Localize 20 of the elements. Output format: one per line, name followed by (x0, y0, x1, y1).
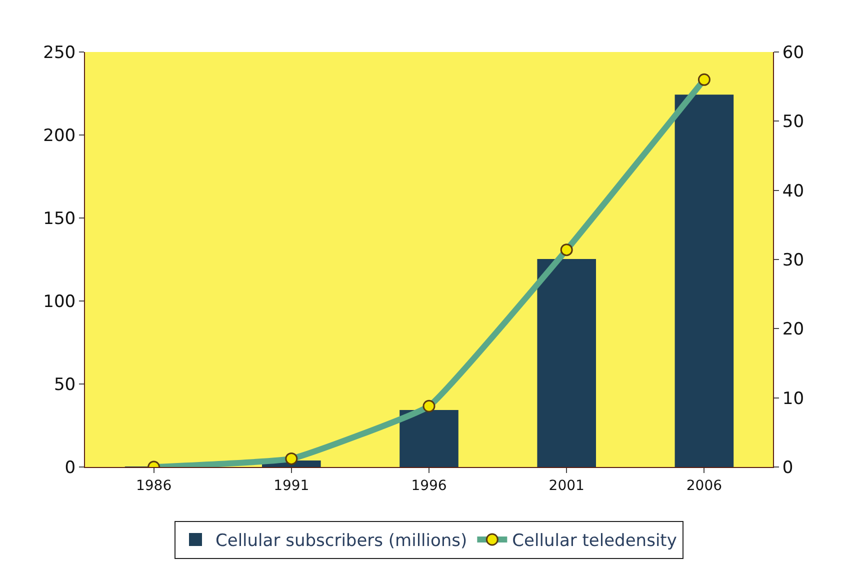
y-tick-label: 200 (43, 126, 76, 146)
y2-tick-label: 30 (782, 250, 804, 270)
y2-tick-label: 40 (782, 181, 804, 202)
y-tick-label: 150 (43, 208, 76, 229)
x-tick-label: 1996 (411, 478, 447, 494)
x-tick-label: 1986 (136, 478, 172, 494)
y2-tick-label: 60 (782, 42, 804, 63)
y-tick-label: 100 (43, 292, 76, 312)
x-tick-label: 2006 (686, 478, 722, 494)
y2-tick-label: 0 (782, 458, 794, 478)
y2-tick-label: 10 (782, 388, 804, 409)
y2-tick-label: 20 (782, 320, 804, 340)
y2-tick-label: 50 (782, 112, 804, 132)
y-tick-label: 50 (54, 374, 76, 395)
legend-label: Cellular teledensity (512, 531, 677, 552)
y-tick-label: 250 (43, 42, 76, 63)
x-tick-label: 2001 (548, 478, 584, 494)
legend-label: Cellular subscribers (millions) (216, 531, 468, 552)
y-tick-label: 0 (64, 458, 76, 478)
x-tick-label: 1991 (274, 478, 310, 494)
